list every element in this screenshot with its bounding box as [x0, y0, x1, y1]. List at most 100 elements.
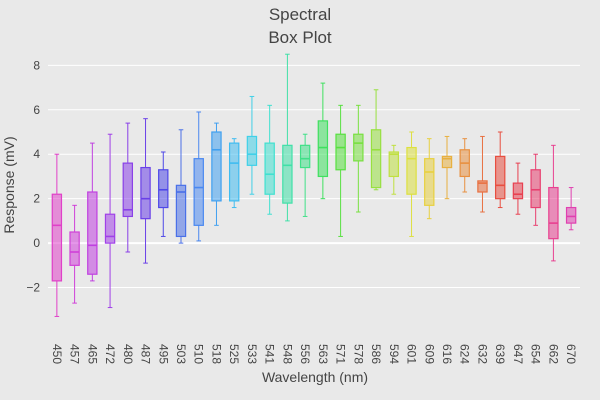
y-tick-labels: −2 0 2 4 6 8	[26, 58, 40, 294]
x-tick-548: 548	[280, 344, 294, 364]
x-tick-510: 510	[192, 344, 206, 364]
box-series	[51, 53, 577, 317]
box-body-609	[424, 158, 435, 206]
y-tick-0: 0	[33, 236, 40, 250]
x-tick-601: 601	[405, 344, 419, 364]
box-body-563	[317, 120, 329, 178]
x-tick-563: 563	[316, 344, 330, 364]
box-670	[565, 187, 577, 231]
x-tick-518: 518	[209, 344, 223, 364]
box-586	[370, 89, 382, 191]
box-body-654	[530, 169, 541, 209]
box-541	[264, 104, 275, 215]
box-body-670	[565, 206, 577, 224]
x-tick-578: 578	[351, 344, 365, 364]
box-body-503	[175, 184, 187, 238]
box-487	[140, 118, 151, 264]
box-457	[69, 204, 80, 304]
box-578	[353, 104, 364, 213]
box-body-472	[104, 213, 116, 244]
box-body-594	[388, 151, 400, 178]
box-556	[299, 133, 311, 217]
x-tick-616: 616	[440, 344, 454, 364]
box-body-647	[512, 182, 524, 200]
x-tick-487: 487	[139, 344, 153, 364]
box-647	[512, 162, 524, 215]
box-571	[335, 104, 346, 237]
x-tick-609: 609	[422, 344, 436, 364]
box-body-556	[299, 144, 311, 169]
y-tick-6: 6	[33, 103, 40, 117]
x-tick-450: 450	[50, 344, 64, 364]
box-525	[228, 138, 240, 209]
x-tick-labels: 450 457 465 472 480 487 495 503 510 518 525 533 541 5…	[50, 344, 578, 364]
box-495	[158, 151, 169, 237]
x-tick-457: 457	[68, 344, 82, 364]
box-body-548	[282, 144, 293, 204]
x-tick-541: 541	[263, 344, 277, 364]
y-tick--2: −2	[26, 281, 40, 295]
box-body-518	[211, 131, 222, 202]
x-tick-465: 465	[85, 344, 99, 364]
x-tick-639: 639	[493, 344, 507, 364]
box-body-495	[158, 169, 169, 209]
box-body-480	[122, 162, 134, 218]
box-body-571	[335, 133, 346, 171]
box-body-541	[264, 142, 275, 195]
box-body-601	[406, 146, 417, 195]
box-480	[122, 122, 134, 253]
x-tick-472: 472	[103, 344, 117, 364]
box-450	[51, 153, 63, 317]
box-body-533	[246, 135, 258, 166]
box-533	[246, 95, 258, 195]
box-510	[193, 111, 204, 242]
box-472	[104, 133, 116, 309]
box-body-450	[51, 193, 63, 282]
x-tick-495: 495	[156, 344, 170, 364]
box-body-457	[69, 231, 80, 266]
grid-lines	[48, 64, 580, 289]
x-tick-647: 647	[511, 344, 525, 364]
chart-title-line-1: Spectral	[269, 5, 331, 24]
box-body-586	[370, 129, 382, 189]
box-body-616	[441, 155, 453, 169]
box-body-465	[87, 191, 98, 275]
x-tick-533: 533	[245, 344, 259, 364]
chart-title-line-2: Box Plot	[268, 28, 332, 47]
x-tick-503: 503	[174, 344, 188, 364]
box-body-632	[477, 180, 488, 193]
box-body-487	[140, 166, 151, 220]
box-548	[282, 53, 293, 222]
box-503	[175, 129, 187, 244]
box-609	[424, 138, 435, 220]
box-518	[211, 122, 222, 226]
x-tick-654: 654	[529, 344, 543, 364]
x-tick-632: 632	[475, 344, 489, 364]
x-tick-571: 571	[334, 344, 348, 364]
y-tick-8: 8	[33, 58, 40, 72]
box-body-662	[548, 186, 559, 240]
box-662	[548, 144, 559, 262]
x-tick-670: 670	[564, 344, 578, 364]
x-tick-662: 662	[546, 344, 560, 364]
box-body-639	[494, 155, 506, 200]
box-body-578	[353, 133, 364, 162]
box-639	[494, 131, 506, 209]
box-body-525	[228, 142, 240, 202]
box-594	[388, 144, 400, 195]
box-601	[406, 131, 417, 237]
box-465	[87, 142, 98, 282]
x-tick-556: 556	[298, 344, 312, 364]
x-tick-594: 594	[387, 344, 401, 364]
box-654	[530, 153, 541, 226]
y-tick-2: 2	[33, 192, 40, 206]
box-616	[441, 135, 453, 200]
box-632	[477, 135, 488, 213]
x-axis-title: Wavelength (nm)	[262, 369, 368, 385]
x-tick-525: 525	[227, 344, 241, 364]
y-tick-4: 4	[33, 147, 40, 161]
x-tick-586: 586	[369, 344, 383, 364]
x-tick-624: 624	[458, 344, 472, 364]
